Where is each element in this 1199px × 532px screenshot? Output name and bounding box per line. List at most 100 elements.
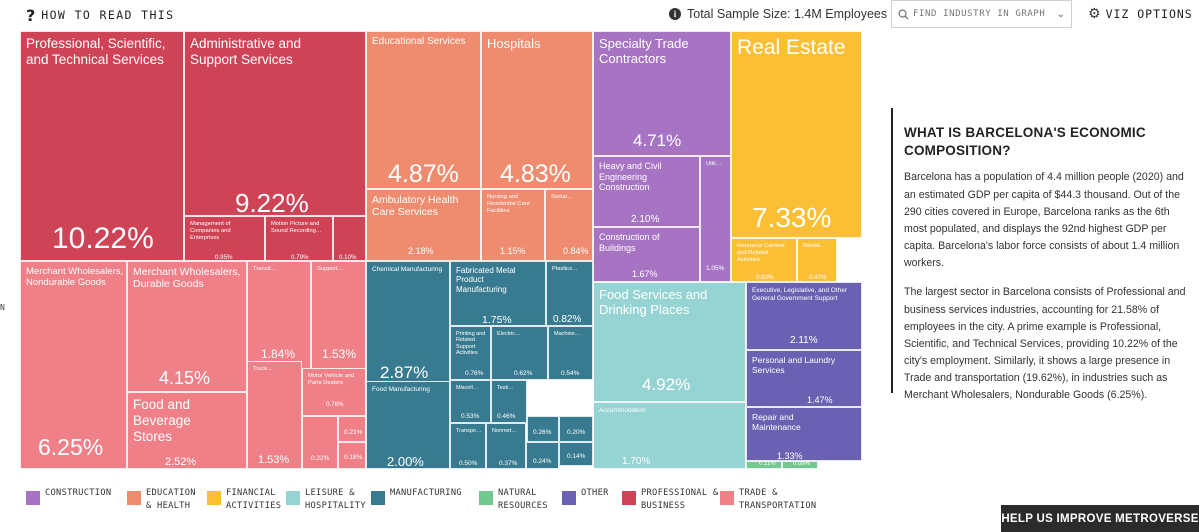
- treemap-cell-label: Food Services and Drinking Places: [599, 287, 708, 318]
- treemap-cell-ambulatory[interactable]: Ambulatory Health Care Services 2.18%: [366, 189, 481, 261]
- treemap-cell-personal-laundry[interactable]: Personal and Laundry Services 1.47%: [746, 350, 862, 407]
- treemap-cell-label: Printing and Related Support Activities: [456, 331, 486, 357]
- treemap-cell-hospitals[interactable]: Hospitals 4.83%: [481, 31, 593, 189]
- chevron-down-icon[interactable]: ⌄: [1056, 8, 1065, 20]
- treemap-cell-percent: 0.22%: [311, 455, 330, 462]
- treemap-cell-label: Executive, Legislative, and Other Genera…: [752, 287, 848, 302]
- treemap-cell-pro-sci-tech[interactable]: Professional, Scientific, and Technical …: [20, 31, 184, 261]
- legend-swatch: [26, 491, 40, 505]
- treemap-cell-label: Real Estate: [737, 36, 846, 59]
- treemap-cell-social[interactable]: Social… 0.84%: [545, 189, 593, 261]
- treemap-cell-label: Chemical Manufacturing: [372, 266, 443, 273]
- treemap-cell-trade-a[interactable]: 0.22%: [302, 416, 338, 469]
- help-icon: ?: [26, 5, 36, 25]
- panel-paragraph-1: Barcelona has a population of 4.4 millio…: [904, 171, 1184, 270]
- treemap-cell-percent: 0.46%: [497, 413, 516, 420]
- treemap-cell-percent: 2.00%: [387, 454, 424, 469]
- legend-item-financial[interactable]: FINANCIAL ACTIVITIES: [207, 487, 281, 512]
- treemap-cell-percent: 6.25%: [38, 434, 104, 460]
- treemap-cell-transit[interactable]: Transit… 1.84%: [247, 261, 311, 371]
- treemap-cell-support-act[interactable]: Support… 1.53%: [311, 261, 366, 371]
- viz-options-button[interactable]: ⚙ VIZ OPTIONS: [1088, 6, 1193, 22]
- legend-swatch: [562, 491, 576, 505]
- treemap-cell-mfg-b[interactable]: 0.20%: [559, 416, 593, 442]
- treemap-cell-merchant-durable[interactable]: Merchant Wholesalers, Durable Goods 4.15%: [127, 261, 247, 392]
- treemap-cell-label: Insurance Carriers and Related Activitie…: [737, 243, 785, 263]
- treemap-cell-food-mfg[interactable]: Food Manufacturing 2.00%: [366, 381, 450, 469]
- treemap-cell-specialty-trade[interactable]: Specialty Trade Contractors 4.71%: [593, 31, 731, 156]
- treemap-cell-transport-eq[interactable]: Transpo… 0.50%: [450, 423, 486, 469]
- search-input[interactable]: [913, 9, 1053, 19]
- treemap-cell-insurance[interactable]: Insurance Carriers and Related Activitie…: [731, 238, 797, 282]
- treemap-cell-misc-mfg[interactable]: Miscell… 0.53%: [450, 380, 491, 423]
- legend-label: NATURAL RESOURCES: [498, 488, 548, 511]
- treemap-cell-percent: 0.14%: [567, 453, 586, 460]
- treemap-cell-food-services[interactable]: Food Services and Drinking Places 4.92%: [593, 282, 746, 402]
- treemap-cell-nonmetal[interactable]: Nonmet… 0.37%: [486, 423, 526, 469]
- legend-swatch: [622, 491, 636, 505]
- treemap-cell-percent: 0.20%: [567, 429, 586, 436]
- legend-item-manufacturing[interactable]: MANUFACTURING: [371, 487, 462, 505]
- treemap-cell-mfg-d[interactable]: 0.24%: [526, 442, 559, 469]
- treemap-cell-rental[interactable]: Rental… 0.47%: [797, 238, 837, 282]
- treemap-cell-plastics[interactable]: Plastics… 0.82%: [546, 261, 593, 326]
- legend-item-construction[interactable]: CONSTRUCTION: [26, 487, 111, 505]
- treemap-cell-truck[interactable]: Truck… 1.53%: [247, 361, 302, 469]
- treemap-cell-construction-buildings[interactable]: Construction of Buildings 1.67%: [593, 227, 700, 282]
- treemap-cell-nat-b[interactable]: 0.09%: [782, 461, 818, 469]
- treemap-cell-machinery[interactable]: Machine… 0.54%: [548, 326, 593, 380]
- treemap-cell-printing[interactable]: Printing and Related Support Activities 0…: [450, 326, 491, 380]
- treemap-cell-executive[interactable]: Executive, Legislative, and Other Genera…: [746, 282, 862, 350]
- legend-item-education[interactable]: EDUCATION & HEALTH: [127, 487, 201, 512]
- treemap-cell-percent: 2.52%: [165, 456, 197, 468]
- treemap-cell-percent: 0.76%: [465, 370, 484, 377]
- panel-title: WHAT IS BARCELONA'S ECONOMIC COMPOSITION…: [904, 125, 1146, 159]
- treemap-cell-nat-a[interactable]: 0.11%: [746, 461, 782, 469]
- treemap-cell-label: Management of Companies and Enterprises: [190, 221, 231, 241]
- treemap-cell-mgmt-companies[interactable]: Management of Companies and Enterprises 0…: [184, 216, 265, 261]
- treemap-cell-mfg-a[interactable]: 0.26%: [527, 416, 559, 442]
- treemap-cell-food-bev-stores[interactable]: Food and Beverage Stores 2.52%: [127, 392, 247, 469]
- treemap-cell-electric[interactable]: Electric… 0.62%: [491, 326, 548, 380]
- treemap-cell-percent: 4.83%: [500, 160, 571, 188]
- legend-item-trade[interactable]: TRADE & TRANSPORTATION: [720, 487, 829, 512]
- treemap-cell-trade-c[interactable]: 0.18%: [338, 442, 366, 469]
- legend-item-leisure[interactable]: LEISURE & HOSPITALITY: [286, 487, 385, 512]
- info-icon: i: [669, 8, 681, 20]
- legend-item-professional[interactable]: PROFESSIONAL & BUSINESS: [622, 487, 721, 512]
- treemap-cell-nursing[interactable]: Nursing and Residential Care Facilities 1…: [481, 189, 545, 261]
- treemap-cell-trade-b[interactable]: 0.21%: [338, 416, 366, 442]
- treemap-cell-textile[interactable]: Texti… 0.46%: [491, 380, 527, 423]
- legend-item-other[interactable]: OTHER: [562, 487, 609, 505]
- treemap-cell-percent: 0.84%: [563, 246, 589, 256]
- treemap-cell-merchant-nondurable[interactable]: Merchant Wholesalers, Nondurable Goods 6.…: [20, 261, 127, 469]
- treemap-cell-fabricated-metal[interactable]: Fabricated Metal Product Manufacturing 1.…: [450, 261, 546, 326]
- treemap-cell-educational[interactable]: Educational Services 4.87%: [366, 31, 481, 189]
- treemap-cell-label: Specialty Trade Contractors: [599, 36, 689, 67]
- how-to-read-button[interactable]: ? HOW TO READ THIS: [26, 5, 174, 25]
- treemap-cell-accommodation[interactable]: Accommodation 1.70%: [593, 402, 746, 469]
- legend-label: EDUCATION & HEALTH: [146, 488, 196, 511]
- treemap-cell-real-estate[interactable]: Real Estate 7.33%: [731, 31, 862, 238]
- legend-label: CONSTRUCTION: [45, 488, 112, 498]
- treemap-cell-utilities[interactable]: Utili… 1.05%: [700, 156, 731, 282]
- treemap-cell-admin-support[interactable]: Administrative and Support Services 9.22%: [184, 31, 366, 216]
- treemap-cell-percent: 4.87%: [388, 160, 459, 188]
- help-improve-button[interactable]: HELP US IMPROVE METROVERSE: [1001, 505, 1199, 532]
- treemap-cell-label: Social…: [551, 194, 573, 200]
- treemap-cell-mfg-c[interactable]: 0.14%: [559, 442, 593, 466]
- treemap-cell-pro-small[interactable]: 0.10%: [333, 216, 366, 261]
- legend-swatch: [371, 491, 385, 505]
- treemap-cell-label: Transpo…: [456, 428, 482, 434]
- treemap-cell-percent: 0.53%: [461, 413, 480, 420]
- legend-item-natural[interactable]: NATURAL RESOURCES: [479, 487, 553, 512]
- industry-search[interactable]: ⌄: [891, 0, 1072, 28]
- treemap-cell-repair[interactable]: Repair and Maintenance 1.33%: [746, 407, 862, 461]
- treemap-cell-label: Plastics…: [552, 266, 578, 272]
- treemap-cell-motor-vehicle[interactable]: Motor Vehicle and Parts Dealers 0.76%: [302, 368, 366, 416]
- left-edge-text: N: [0, 303, 5, 312]
- search-icon: [898, 9, 909, 19]
- treemap-cell-heavy-civil[interactable]: Heavy and Civil Engineering Construction…: [593, 156, 700, 227]
- treemap-cell-motion-picture[interactable]: Motion Picture and Sound Recording… 0.79%: [265, 216, 333, 261]
- legend-swatch: [127, 491, 141, 505]
